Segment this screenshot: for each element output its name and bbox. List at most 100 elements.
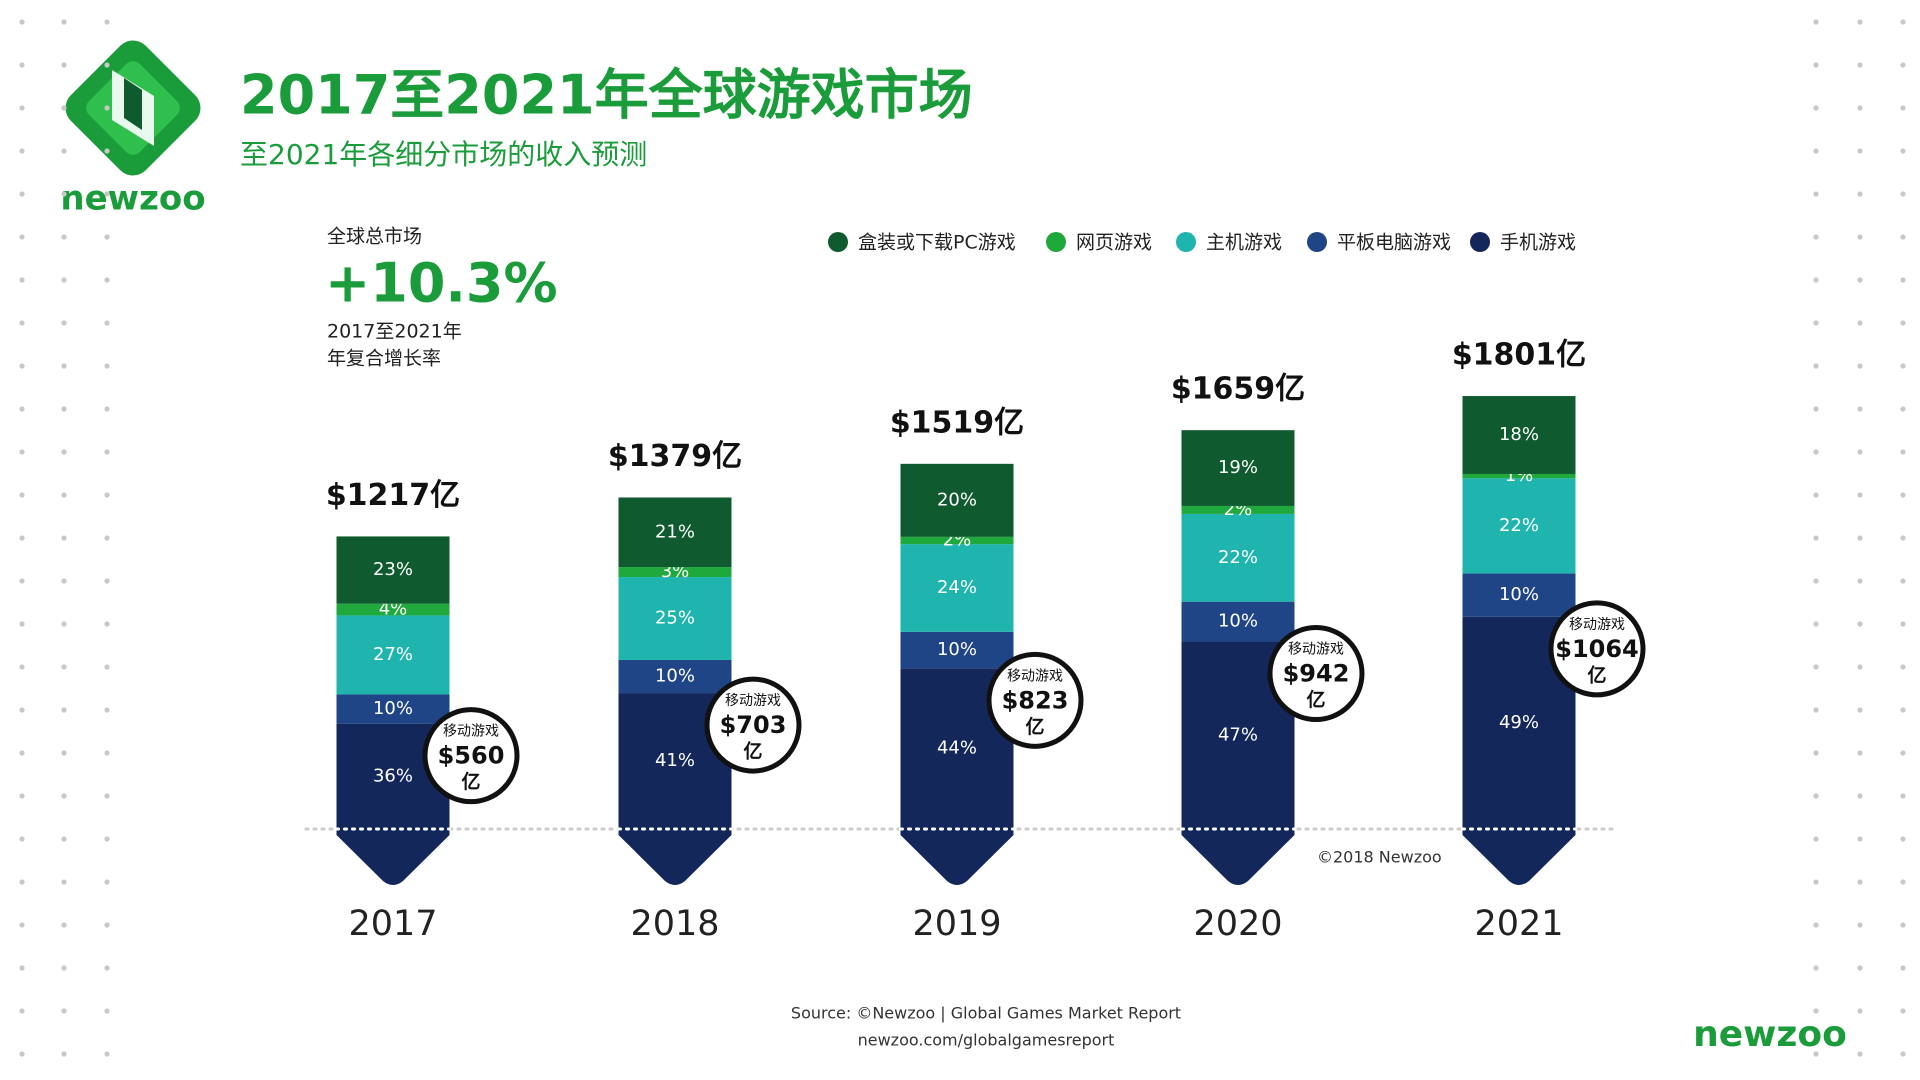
decor-dot bbox=[104, 578, 110, 584]
url: newzoo.com/globalgamesreport bbox=[858, 1031, 1115, 1050]
decor-dot bbox=[61, 1008, 67, 1014]
decor-dot bbox=[1900, 879, 1906, 885]
callout-unit: 亿 bbox=[1587, 663, 1606, 686]
callout-unit: 亿 bbox=[1306, 688, 1325, 711]
decor-dot bbox=[104, 406, 110, 412]
decor-dot bbox=[1900, 922, 1906, 928]
decor-dot bbox=[104, 62, 110, 68]
decor-dot bbox=[1900, 191, 1906, 197]
total-label: $1379亿 bbox=[608, 439, 742, 474]
decor-dot bbox=[1900, 320, 1906, 326]
bar-segment bbox=[900, 463, 1014, 537]
x-tick-label: 2018 bbox=[630, 904, 719, 944]
decor-dot bbox=[1857, 320, 1863, 326]
decor-dot bbox=[61, 62, 67, 68]
bar-arrow bbox=[336, 829, 450, 885]
decor-dot bbox=[104, 664, 110, 670]
decor-dot bbox=[1900, 1051, 1906, 1057]
bar-segment bbox=[1462, 396, 1576, 474]
decor-dot bbox=[61, 148, 67, 154]
decor-dot bbox=[61, 621, 67, 627]
decor-dot bbox=[1813, 406, 1819, 412]
decor-dot bbox=[1813, 492, 1819, 498]
segment-label: 27% bbox=[373, 644, 413, 665]
decor-dot bbox=[1857, 750, 1863, 756]
decor-dot bbox=[104, 105, 110, 111]
bar-segment bbox=[900, 631, 1014, 669]
callout-unit: 亿 bbox=[743, 740, 762, 763]
decor-dot bbox=[1857, 406, 1863, 412]
decor-dot bbox=[19, 148, 25, 154]
decor-dot bbox=[104, 793, 110, 799]
decor-dot bbox=[1857, 449, 1863, 455]
segment-label: 22% bbox=[1218, 547, 1258, 568]
bar-segment bbox=[618, 659, 732, 694]
cagr-period: 2017至2021年 bbox=[327, 321, 462, 343]
decor-dot bbox=[104, 191, 110, 197]
callout-unit: 亿 bbox=[1025, 715, 1044, 738]
decor-dot bbox=[1813, 1008, 1819, 1014]
decor-dot bbox=[61, 965, 67, 971]
total-label: $1659亿 bbox=[1171, 372, 1305, 407]
decor-dot bbox=[61, 234, 67, 240]
decor-dot bbox=[1857, 62, 1863, 68]
legend-swatch bbox=[828, 232, 848, 252]
decor-dot bbox=[1857, 707, 1863, 713]
mobile-callout bbox=[1267, 625, 1365, 723]
decor-dot bbox=[1900, 277, 1906, 283]
mobile-callout bbox=[704, 676, 802, 774]
decor-dot bbox=[104, 277, 110, 283]
decor-dot bbox=[104, 1051, 110, 1057]
total-label: $1217亿 bbox=[326, 478, 460, 513]
decor-dot bbox=[104, 492, 110, 498]
decor-dot bbox=[1900, 664, 1906, 670]
bar-segment bbox=[336, 694, 450, 724]
callout-value: $1064 bbox=[1555, 635, 1639, 663]
decor-dot bbox=[1900, 148, 1906, 154]
decor-dot bbox=[104, 320, 110, 326]
decor-dot bbox=[61, 535, 67, 541]
decor-dot bbox=[1813, 664, 1819, 670]
decor-dot bbox=[19, 406, 25, 412]
decor-dot bbox=[104, 535, 110, 541]
callout-label: 移动游戏 bbox=[443, 724, 499, 740]
decor-dot bbox=[1857, 879, 1863, 885]
segment-label: 47% bbox=[1218, 724, 1258, 745]
decor-dot bbox=[1813, 793, 1819, 799]
decor-dot bbox=[1857, 1051, 1863, 1057]
decor-dot bbox=[1813, 965, 1819, 971]
bar-segment bbox=[1181, 430, 1295, 506]
decor-dot bbox=[1813, 750, 1819, 756]
decor-dot bbox=[1813, 363, 1819, 369]
decor-dot bbox=[61, 1051, 67, 1057]
bar-segment bbox=[336, 615, 450, 695]
decor-dot bbox=[1813, 105, 1819, 111]
bar-segment bbox=[336, 603, 450, 616]
decor-dot bbox=[61, 277, 67, 283]
decor-dot bbox=[104, 19, 110, 25]
decor-dot bbox=[1813, 535, 1819, 541]
decor-dot bbox=[19, 707, 25, 713]
decor-dot bbox=[61, 879, 67, 885]
decor-dot bbox=[1813, 621, 1819, 627]
callout-unit: 亿 bbox=[461, 770, 480, 793]
callout-value: $942 bbox=[1283, 660, 1350, 688]
decor-dot bbox=[19, 1051, 25, 1057]
legend-swatch bbox=[1307, 232, 1327, 252]
copyright: ©2018 Newzoo bbox=[1317, 848, 1442, 867]
bar-segment bbox=[618, 497, 732, 568]
footer-logo: newzoo bbox=[1693, 1014, 1847, 1055]
mobile-callout bbox=[422, 707, 520, 805]
segment-label: 10% bbox=[937, 639, 977, 660]
decor-dot bbox=[1813, 449, 1819, 455]
legend-label: 平板电脑游戏 bbox=[1337, 232, 1451, 254]
decor-dot bbox=[104, 750, 110, 756]
decor-dot bbox=[1813, 922, 1819, 928]
decor-dot bbox=[1857, 148, 1863, 154]
legend-label: 手机游戏 bbox=[1500, 232, 1576, 254]
decor-dot bbox=[1813, 191, 1819, 197]
segment-label: 18% bbox=[1499, 424, 1539, 445]
x-tick-label: 2021 bbox=[1474, 904, 1563, 944]
logo-text: newzoo bbox=[60, 179, 205, 219]
